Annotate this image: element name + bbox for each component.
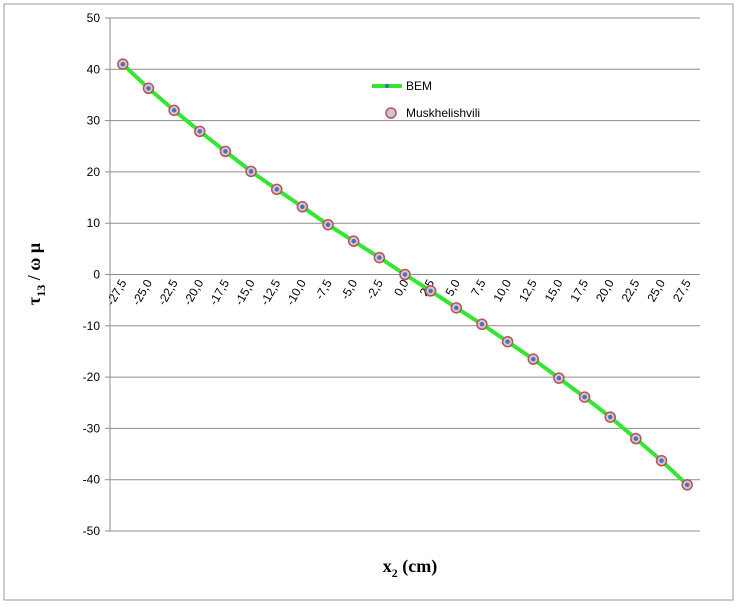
legend-label: Muskhelishvili — [406, 106, 480, 120]
marker — [582, 394, 587, 400]
marker — [120, 61, 126, 67]
legend-label: BEM — [406, 79, 432, 93]
frame — [3, 3, 734, 601]
marker — [223, 149, 228, 154]
marker — [351, 238, 356, 244]
y-tick-label: -30 — [83, 421, 101, 435]
marker — [300, 204, 305, 209]
marker — [556, 375, 562, 381]
marker — [633, 436, 639, 441]
y-tick-label: 40 — [87, 62, 101, 76]
y-tick-label: 50 — [87, 11, 101, 25]
marker — [531, 356, 536, 362]
marker — [146, 86, 151, 91]
x-axis-title: x2 (cm) — [383, 556, 437, 580]
y-tick-label: 10 — [87, 216, 101, 230]
marker — [684, 482, 690, 488]
y-tick-label: -50 — [83, 524, 101, 538]
y-title-rest: / ω μ — [24, 243, 44, 285]
y-tick-label: -20 — [83, 370, 101, 384]
legend-marker — [384, 83, 390, 89]
y-axis-title: τ13 / ω μ — [24, 243, 48, 305]
marker — [454, 305, 459, 311]
y-tick-label: 20 — [87, 165, 101, 179]
marker — [171, 108, 177, 113]
marker — [377, 255, 382, 260]
y-tick-label: 0 — [93, 268, 100, 282]
marker — [274, 187, 279, 192]
marker — [505, 339, 510, 344]
marker — [659, 458, 664, 463]
marker — [325, 222, 331, 227]
marker — [608, 414, 613, 420]
x-title-rest: (cm) — [398, 556, 437, 577]
x-title-sub: 2 — [392, 566, 398, 580]
marker — [479, 322, 485, 327]
x-title-main: x — [383, 556, 392, 576]
y-tick-label: 30 — [87, 114, 101, 128]
marker — [402, 272, 408, 277]
marker — [197, 129, 202, 134]
y-title-main: τ — [24, 296, 44, 305]
y-title-sub: 13 — [34, 285, 48, 297]
marker — [248, 169, 254, 174]
y-tick-label: -40 — [83, 473, 101, 487]
legend-marker — [385, 107, 397, 119]
y-tick-label: -10 — [83, 319, 101, 333]
marker — [428, 288, 433, 294]
